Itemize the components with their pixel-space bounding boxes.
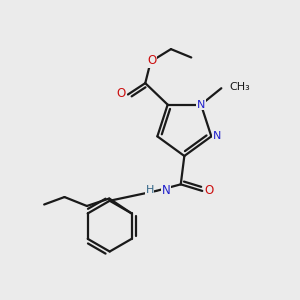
- Text: H: H: [146, 185, 154, 195]
- Text: O: O: [148, 54, 157, 67]
- Text: N: N: [162, 184, 170, 197]
- Text: CH₃: CH₃: [230, 82, 250, 92]
- Text: N: N: [212, 131, 221, 141]
- Text: O: O: [204, 184, 214, 197]
- Text: O: O: [117, 87, 126, 101]
- Text: N: N: [197, 100, 205, 110]
